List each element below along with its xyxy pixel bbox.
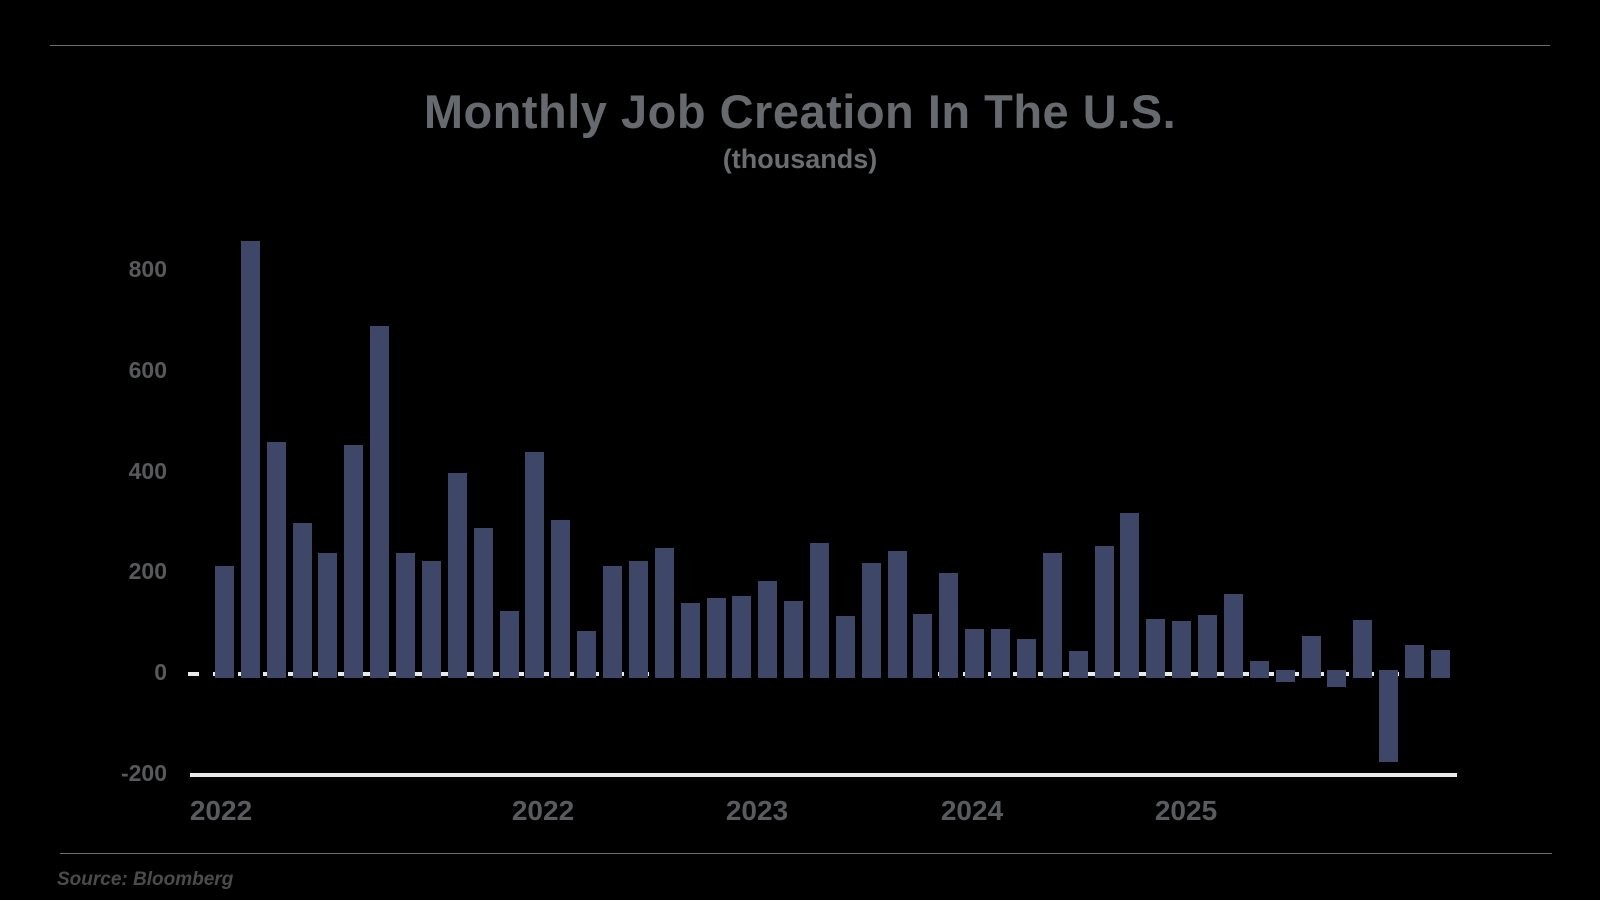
y-tick-label: 400 <box>128 457 167 484</box>
top-divider <box>50 45 1550 46</box>
bar <box>1224 594 1243 678</box>
bar <box>1146 618 1165 678</box>
bar <box>888 550 907 678</box>
bar <box>1353 619 1372 678</box>
chart-subtitle: (thousands) <box>722 144 878 174</box>
bar <box>707 598 726 678</box>
bar <box>629 560 648 678</box>
bar <box>732 595 751 678</box>
bar <box>1431 649 1450 678</box>
bar <box>370 326 389 678</box>
bar <box>681 603 700 678</box>
bar <box>318 553 337 678</box>
x-tick-label: 2022 <box>189 795 253 826</box>
bar <box>836 616 855 678</box>
bar <box>344 444 363 678</box>
bar <box>577 631 596 678</box>
bar <box>1198 614 1217 678</box>
bottom-divider <box>60 853 1552 854</box>
bar <box>1069 651 1088 678</box>
bar <box>655 548 674 678</box>
bar <box>965 628 984 678</box>
bar <box>551 520 570 678</box>
bar <box>603 565 622 678</box>
y-tick-label: 0 <box>154 659 167 685</box>
bar <box>939 573 958 678</box>
bar <box>1379 670 1398 763</box>
bar <box>422 560 441 678</box>
y-tick-label: 600 <box>128 356 167 383</box>
bar <box>810 543 829 678</box>
bar <box>474 527 493 678</box>
bar <box>1017 638 1036 678</box>
bar <box>448 472 467 678</box>
bar <box>913 613 932 678</box>
y-tick-label: -200 <box>120 759 167 786</box>
bar <box>267 442 286 678</box>
bar <box>1043 553 1062 678</box>
bar <box>1405 644 1424 678</box>
x-tick-label: 2024 <box>940 795 1004 826</box>
bar <box>525 452 544 678</box>
bar <box>758 580 777 678</box>
bar <box>1302 636 1321 678</box>
bar <box>1095 545 1114 678</box>
bar <box>1327 670 1346 687</box>
source-attribution: Source: Bloomberg <box>57 869 234 890</box>
bar <box>1276 670 1295 682</box>
bar <box>784 600 803 678</box>
bar <box>241 240 260 678</box>
bar <box>862 563 881 678</box>
bar <box>1120 512 1139 678</box>
bar <box>293 522 312 678</box>
x-tick-label: 2022 <box>511 795 575 826</box>
bottom-axis-line <box>190 773 1457 777</box>
x-tick-label: 2025 <box>1154 795 1218 826</box>
bar <box>396 553 415 678</box>
bar <box>991 628 1010 678</box>
bar <box>1250 661 1269 678</box>
chart-title: Monthly Job Creation In The U.S. <box>423 85 1177 138</box>
y-tick-label: 800 <box>128 256 167 282</box>
bar <box>1172 621 1191 678</box>
x-tick-label: 2023 <box>725 795 789 826</box>
bar <box>215 565 234 678</box>
bar <box>500 611 519 678</box>
y-tick-label: 200 <box>128 558 167 585</box>
